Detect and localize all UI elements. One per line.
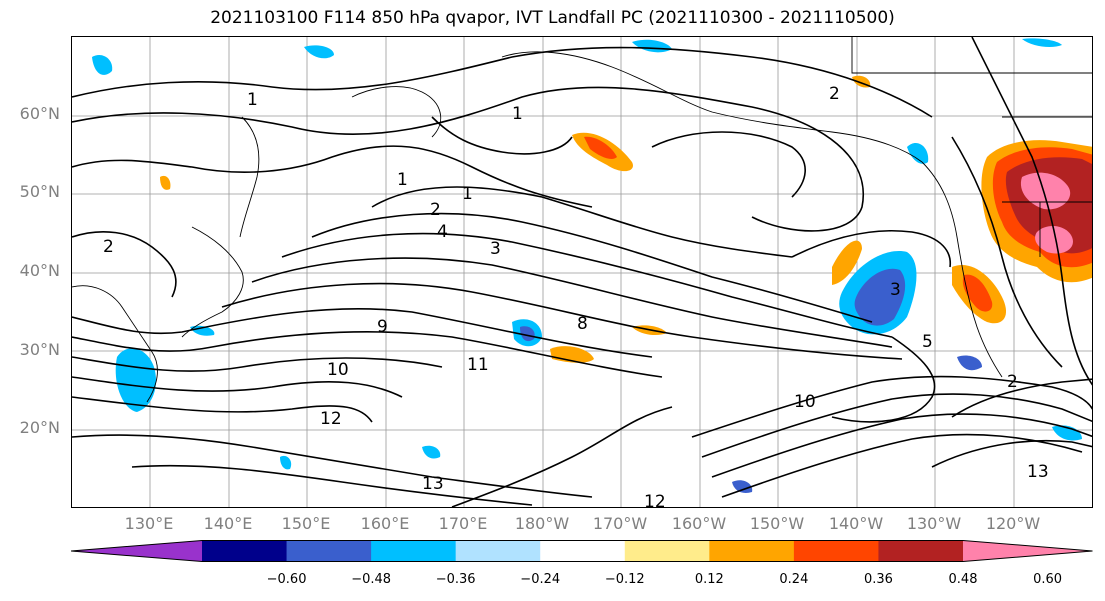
contour-label: 13 — [422, 474, 444, 494]
contour-label: 2 — [829, 84, 840, 104]
colorbar-tick-label: −0.24 — [520, 572, 561, 587]
colorbar-extend-high — [963, 540, 1093, 562]
colorbar-tick-label: 0.24 — [779, 572, 809, 587]
lon-label: 120°W — [985, 514, 1041, 533]
lon-label: 150°W — [749, 514, 805, 533]
colorbar-tick-label: 0.36 — [863, 572, 893, 587]
contour-label: 10 — [794, 392, 816, 412]
contour-label: 10 — [327, 360, 349, 380]
colorbar-tick-label: −0.12 — [604, 572, 645, 587]
colorbar-segment — [624, 540, 710, 562]
lon-label: 170°E — [438, 514, 488, 533]
colorbar — [71, 540, 1093, 562]
colorbar-tick-label: −0.48 — [351, 572, 392, 587]
map-canvas: 1 1 1 1 2 2 2 3 3 4 5 8 9 10 10 11 12 12… — [72, 37, 1092, 508]
colorbar-segment — [709, 540, 795, 562]
contour-label: 1 — [462, 184, 473, 204]
colorbar-segment — [371, 540, 457, 562]
contour-label: 2 — [103, 237, 114, 257]
colorbar-tick-label: 0.48 — [948, 572, 978, 587]
colorbar-outline — [71, 540, 1093, 562]
lat-label-40n: 40°N — [19, 261, 60, 280]
lat-label-50n: 50°N — [19, 182, 60, 201]
graticule — [72, 37, 1092, 507]
colorbar-tick-label: 0.60 — [1033, 572, 1063, 587]
lon-label: 130°E — [124, 514, 174, 533]
lon-label: 180°W — [514, 514, 570, 533]
contour-label: 3 — [490, 239, 501, 259]
contour-label: 2 — [430, 200, 441, 220]
contour-label: 2 — [1007, 372, 1018, 392]
colorbar-segment — [286, 540, 372, 562]
contour-label: 12 — [320, 409, 342, 429]
lat-label-30n: 30°N — [19, 340, 60, 359]
ivt-contours — [72, 37, 1092, 507]
contour-label: 4 — [437, 222, 448, 242]
contour-label-group: 1 1 1 1 2 2 2 3 3 4 5 8 9 10 10 11 12 12… — [103, 84, 1049, 508]
colorbar-tick-label: −0.36 — [435, 572, 476, 587]
anomaly-shading — [92, 38, 1092, 493]
lon-label: 140°E — [203, 514, 253, 533]
contour-label: 1 — [512, 104, 523, 124]
colorbar-segment — [878, 540, 964, 562]
map-title: 2021103100 F114 850 hPa qvapor, IVT Land… — [210, 8, 895, 28]
lat-label-60n: 60°N — [19, 104, 60, 123]
contour-label: 8 — [577, 314, 588, 334]
lon-label: 150°E — [281, 514, 331, 533]
colorbar-segment — [202, 540, 288, 562]
map-panel: 1 1 1 1 2 2 2 3 3 4 5 8 9 10 10 11 12 12… — [71, 36, 1093, 508]
contour-label: 3 — [890, 280, 901, 300]
colorbar-segment — [793, 540, 879, 562]
contour-label: 1 — [397, 170, 408, 190]
contour-label: 1 — [247, 90, 258, 110]
coastlines — [72, 37, 1092, 403]
contour-label: 9 — [377, 317, 388, 337]
contour-label: 12 — [644, 492, 666, 508]
colorbar-extend-low — [71, 540, 202, 562]
colorbar-segments — [71, 540, 1093, 562]
lon-label: 130°W — [906, 514, 962, 533]
contour-label: 11 — [467, 355, 489, 375]
lon-label: 170°W — [592, 514, 648, 533]
colorbar-tick-label: −0.60 — [266, 572, 307, 587]
colorbar-tick-label: 0.12 — [694, 572, 724, 587]
lon-label: 160°E — [360, 514, 410, 533]
lon-label: 160°W — [671, 514, 727, 533]
contour-label: 13 — [1027, 462, 1049, 482]
colorbar-segment — [455, 540, 541, 562]
colorbar-segment — [540, 540, 626, 562]
contour-label: 5 — [922, 332, 933, 352]
lat-label-20n: 20°N — [19, 418, 60, 437]
lon-label: 140°W — [828, 514, 884, 533]
